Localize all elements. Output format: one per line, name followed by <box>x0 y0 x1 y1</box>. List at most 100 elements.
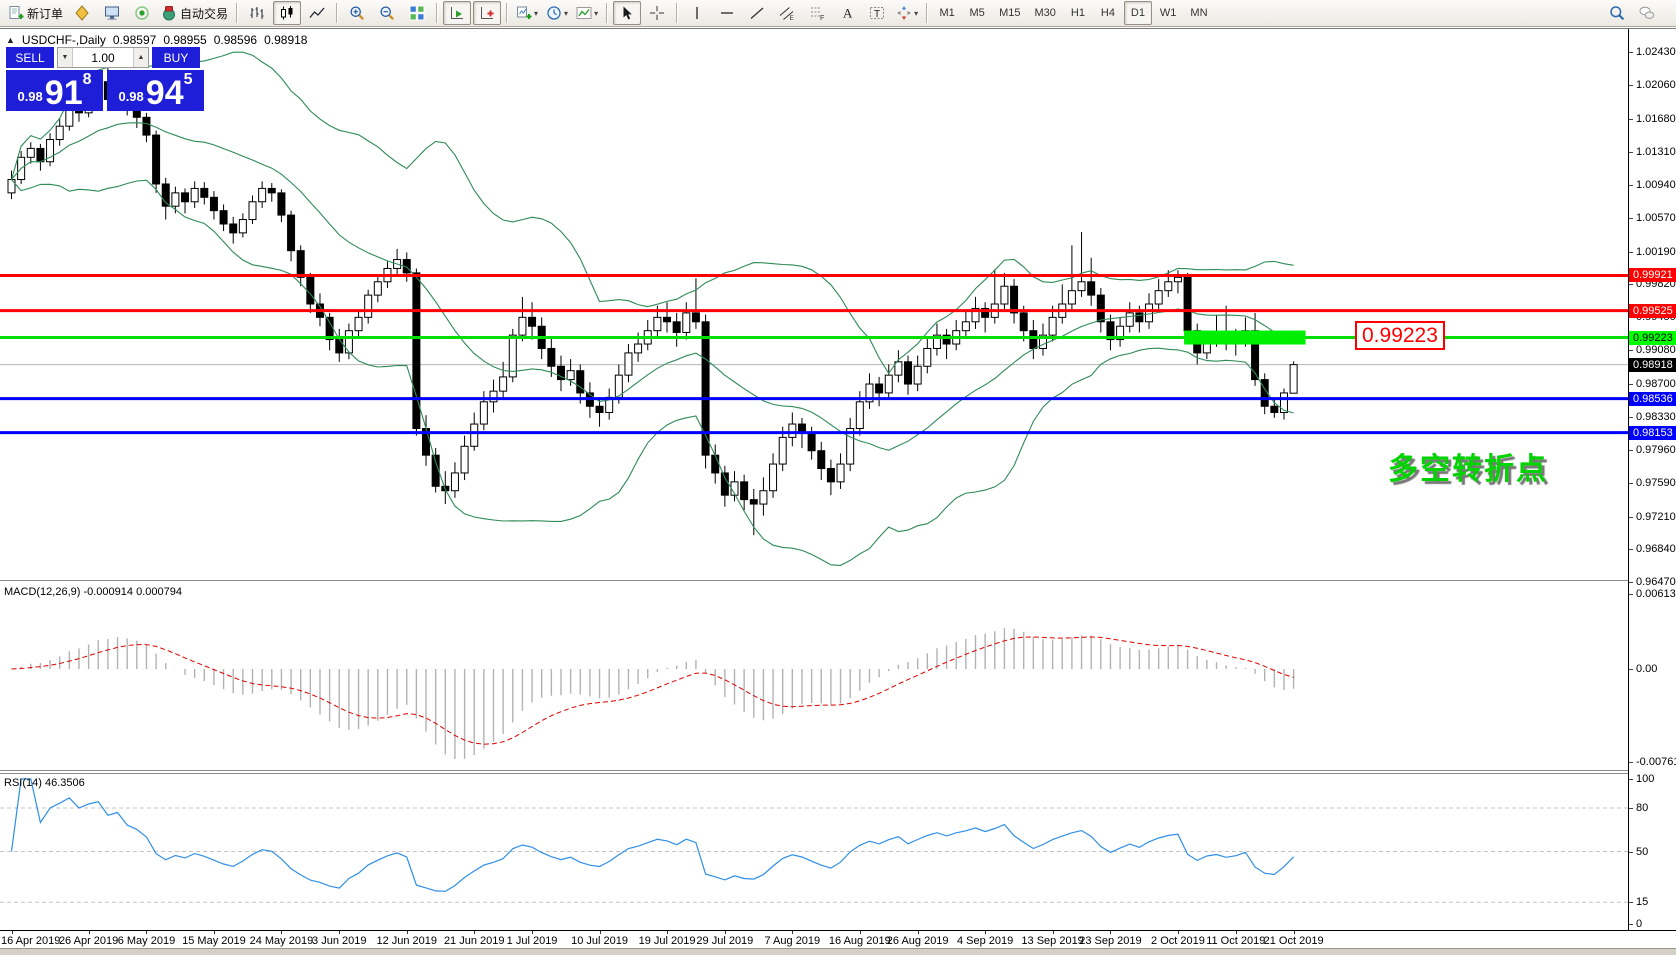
highlight-rectangle[interactable] <box>1184 330 1306 345</box>
new-order-icon <box>8 5 24 21</box>
toolbar-separator <box>236 3 239 23</box>
price-axis[interactable]: 1.02430 1.02060 1.01680 1.01310 1.00940 1.005… <box>1628 29 1676 930</box>
price-tick-label: -0.007612 <box>1636 755 1676 768</box>
fibonacci-button[interactable]: F <box>803 1 831 25</box>
vertical-line-button[interactable] <box>683 1 711 25</box>
text-button[interactable]: A <box>833 1 861 25</box>
price-tick-label: 1.00940 <box>1636 178 1676 191</box>
date-tick-label: 11 Oct 2019 <box>1206 935 1266 947</box>
date-tick-mark <box>1177 931 1179 934</box>
tf-d1-button-label: D1 <box>1130 7 1145 19</box>
price-tick-label: 100 <box>1636 773 1655 785</box>
window-bottom-edge <box>0 948 1676 955</box>
price-line-badge: 0.99223 <box>1629 330 1676 345</box>
price-tick-label: 0.96840 <box>1636 543 1676 556</box>
channel-button[interactable]: E <box>773 1 801 25</box>
profiles-button[interactable]: ▾ <box>543 1 571 25</box>
axis-tick-mark <box>1629 851 1633 853</box>
date-axis[interactable]: 16 Apr 2019 26 Apr 2019 6 May 2019 15 May 2… <box>0 930 1676 949</box>
volume-decrease-button[interactable]: ▼ <box>58 48 73 67</box>
tf-m30-button[interactable]: M30 <box>1029 1 1062 25</box>
tile-windows-icon <box>409 5 425 21</box>
volume-increase-button[interactable]: ▲ <box>133 48 148 67</box>
price-tick-label: 0.99080 <box>1636 344 1676 357</box>
tf-m15-button[interactable]: M15 <box>993 1 1026 25</box>
date-tick-mark <box>1235 931 1237 934</box>
bar-chart-button[interactable] <box>243 1 271 25</box>
cursor-icon <box>619 5 635 21</box>
price-callout-0.99223[interactable]: 0.99223 <box>1355 321 1445 350</box>
sell-button[interactable]: SELL <box>6 47 54 68</box>
autotrading-button[interactable]: 自动交易 <box>158 1 231 25</box>
text-label-button[interactable]: T <box>863 1 891 25</box>
chart-window: 1.02430 1.02060 1.01680 1.01310 1.00940 1.005… <box>0 28 1676 955</box>
volume-input[interactable] <box>73 48 133 67</box>
macd-canvas <box>11 628 1295 759</box>
date-tick-label: 3 Jun 2019 <box>312 935 367 947</box>
tf-w1-button[interactable]: W1 <box>1154 1 1183 25</box>
ohlc-low: 0.98596 <box>213 33 258 47</box>
date-tick-mark <box>88 931 90 934</box>
macd-histogram <box>20 628 1295 759</box>
new-chart-button[interactable]: ▾ <box>513 1 541 25</box>
price-line-badge: 0.99525 <box>1629 303 1676 318</box>
date-tick-label: 7 Aug 2019 <box>764 935 821 947</box>
chat-button[interactable] <box>1633 1 1661 25</box>
date-tick-mark <box>339 931 341 934</box>
tf-h4-button[interactable]: H4 <box>1094 1 1122 25</box>
crosshair-button[interactable] <box>643 1 671 25</box>
chart-shift-button[interactable] <box>473 1 502 25</box>
signals-button[interactable] <box>128 1 156 25</box>
main-chart-plot[interactable] <box>0 29 1628 580</box>
tf-h1-button[interactable]: H1 <box>1064 1 1092 25</box>
metaeditor-icon <box>74 5 90 21</box>
metaeditor-button[interactable] <box>68 1 96 25</box>
tf-d1-button[interactable]: D1 <box>1123 1 1152 25</box>
buy-button[interactable]: BUY <box>152 47 200 68</box>
shapes-button[interactable]: ▾ <box>893 1 921 25</box>
tile-windows-button[interactable] <box>403 1 431 25</box>
horizontal-line-button[interactable] <box>713 1 741 25</box>
price-tick-label: 1.02430 <box>1636 46 1676 59</box>
hline-icon <box>719 5 735 21</box>
rsi-plot[interactable] <box>0 774 1628 930</box>
axis-tick-mark <box>1629 217 1633 219</box>
tf-m1-button[interactable]: M1 <box>933 1 961 25</box>
text-a-icon: A <box>839 5 855 21</box>
auto-scroll-button[interactable] <box>443 1 472 25</box>
date-tick-mark <box>406 931 408 934</box>
axis-tick-mark <box>1629 594 1633 596</box>
ohlc-open: 0.98597 <box>112 33 157 47</box>
new-order-button[interactable]: 新订单 <box>5 1 66 25</box>
candlestick-button[interactable] <box>273 1 302 25</box>
price-tick-label: 0.97960 <box>1636 443 1676 456</box>
search-button[interactable] <box>1603 1 1631 25</box>
tf-m5-button[interactable]: M5 <box>963 1 991 25</box>
axis-tick-mark <box>1629 924 1633 925</box>
buy-price-button[interactable]: 0.98 94 5 <box>107 70 204 111</box>
search-icon <box>1609 5 1625 21</box>
axis-tick-mark <box>1629 151 1633 153</box>
macd-plot[interactable] <box>0 583 1628 771</box>
axis-tick-mark <box>1629 284 1633 286</box>
chat-icon <box>1639 5 1655 21</box>
sell-price-figure: 0.98 <box>17 89 43 104</box>
signals-icon <box>134 5 150 21</box>
trendline-button[interactable] <box>743 1 771 25</box>
one-click-trading-panel: SELL ▼ ▲ BUY 0.98 91 8 0.98 94 5 <box>6 47 204 111</box>
candlesticks <box>7 67 1298 536</box>
sell-price-button[interactable]: 0.98 91 8 <box>6 70 103 111</box>
turning-point-annotation[interactable]: 多空转折点 <box>1388 453 1548 486</box>
rsi-panel-divider[interactable] <box>0 770 1676 774</box>
price-line-badge: 0.99921 <box>1629 268 1676 283</box>
cursor-button[interactable] <box>613 1 642 25</box>
zoom-out-button[interactable] <box>373 1 401 25</box>
terminal-button[interactable] <box>98 1 126 25</box>
volume-box: ▼ ▲ <box>57 47 149 68</box>
indicators-button[interactable]: ▾ <box>573 1 601 25</box>
tf-mn-button[interactable]: MN <box>1184 1 1213 25</box>
line-chart-button[interactable] <box>303 1 331 25</box>
one-click-collapse-arrow[interactable]: ▲ <box>6 35 15 45</box>
zoom-in-button[interactable] <box>343 1 371 25</box>
axis-tick-mark <box>1629 516 1633 518</box>
